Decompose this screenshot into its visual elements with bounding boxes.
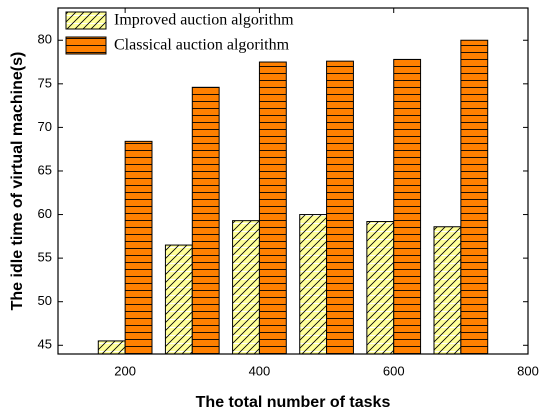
legend-swatch: [65, 36, 107, 55]
x-tick-label: 400: [249, 363, 271, 378]
bar: [433, 226, 462, 355]
bar: [97, 340, 126, 355]
bar: [460, 39, 489, 355]
y-tick-label: 60: [38, 206, 52, 221]
x-tick-label: 600: [383, 363, 405, 378]
bar: [124, 140, 153, 355]
bar: [326, 60, 354, 355]
legend-label: Classical auction algorithm: [114, 37, 290, 54]
y-tick-label: 50: [38, 293, 52, 308]
y-tick-label: 75: [38, 75, 52, 90]
legend-label: Improved auction algorithm: [114, 12, 294, 29]
bar: [191, 86, 220, 355]
y-tick-label: 65: [38, 162, 52, 177]
x-tick-label: 800: [517, 363, 539, 378]
bar: [232, 220, 260, 355]
y-tick-label: 80: [38, 32, 52, 47]
bar: [393, 58, 422, 355]
bar: [366, 221, 395, 355]
y-axis-label: The idle time of virtual machine(s): [9, 52, 26, 311]
legend-swatch: [65, 11, 107, 30]
x-axis-label: The total number of tasks: [196, 394, 391, 411]
bar: [258, 61, 287, 355]
y-tick-label: 55: [38, 250, 52, 265]
bar: [299, 214, 328, 355]
y-tick-label: 45: [38, 337, 52, 352]
plot-frame: [57, 7, 529, 355]
bar: [164, 244, 193, 355]
x-tick-label: 200: [114, 363, 136, 378]
y-tick-label: 70: [38, 119, 52, 134]
